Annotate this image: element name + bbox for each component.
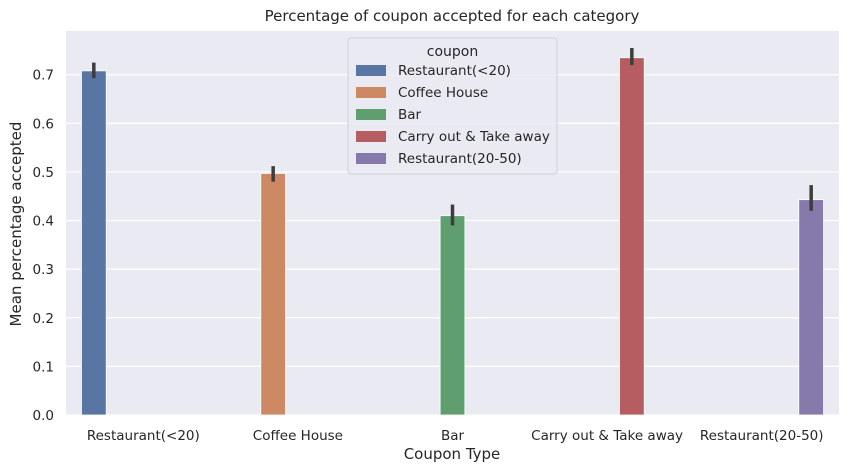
legend-swatch [356, 87, 386, 98]
bar [81, 70, 107, 416]
legend-label: Restaurant(<20) [398, 63, 511, 79]
x-tick-label: Restaurant(<20) [87, 428, 200, 444]
legend-box [347, 37, 558, 175]
x-tick-label: Coffee House [253, 428, 343, 444]
y-tick-label: 0.5 [33, 165, 54, 181]
legend-label: Bar [398, 107, 422, 123]
legend-title: coupon [427, 44, 478, 60]
error-bars [92, 48, 813, 226]
bar [619, 57, 645, 416]
bar [798, 199, 824, 416]
bars [81, 57, 824, 416]
legend-swatch [356, 109, 386, 120]
bar [439, 215, 466, 416]
x-tick-label: Carry out & Take away [531, 428, 683, 444]
y-axis-ticks: 0.0 0.1 0.2 0.3 0.4 0.5 0.6 0.7 [33, 68, 54, 424]
legend-swatch [356, 65, 386, 76]
y-tick-label: 0.1 [33, 359, 54, 375]
x-axis-ticks: Restaurant(<20) Coffee House Bar Carry out … [87, 428, 824, 444]
legend-label: Coffee House [398, 85, 488, 101]
bar [260, 173, 286, 416]
y-tick-label: 0.7 [33, 68, 54, 84]
x-axis-label: Coupon Type [404, 445, 501, 463]
y-tick-label: 0.0 [33, 408, 54, 424]
legend-swatch [356, 153, 386, 164]
x-tick-label: Restaurant(20-50) [700, 428, 824, 444]
y-tick-label: 0.2 [33, 311, 54, 327]
y-tick-label: 0.6 [33, 116, 54, 132]
legend: coupon Restaurant(<20) Coffee House Bar Carr… [347, 37, 558, 175]
chart-title: Percentage of coupon accepted for each c… [265, 7, 640, 25]
y-axis-label: Mean percentage accepted [7, 122, 25, 327]
y-tick-label: 0.4 [33, 214, 54, 230]
legend-swatch [356, 131, 386, 142]
y-tick-label: 0.3 [33, 262, 54, 278]
legend-label: Carry out & Take away [398, 129, 550, 145]
legend-label: Restaurant(20-50) [398, 151, 522, 167]
x-tick-label: Bar [441, 428, 465, 444]
